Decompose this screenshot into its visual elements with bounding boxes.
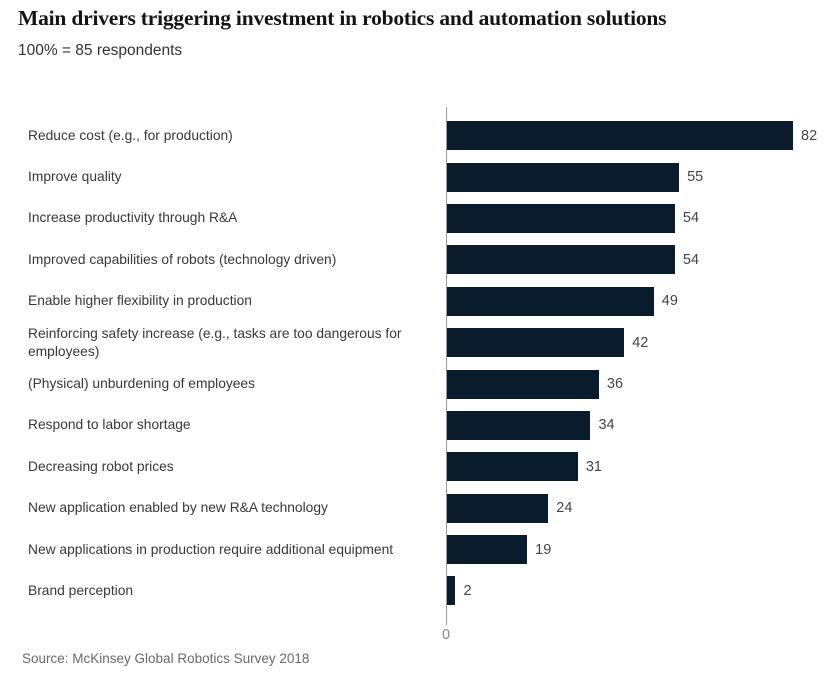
bar-cell: 2 — [446, 576, 828, 606]
bar-cell: 36 — [446, 369, 828, 399]
bar-cell: 24 — [446, 493, 828, 523]
bar — [447, 410, 591, 440]
bar-cell: 31 — [446, 452, 828, 482]
bar — [447, 245, 675, 275]
bar-label: Reduce cost (e.g., for production) — [28, 127, 233, 143]
chart-title: Main drivers triggering investment in ro… — [18, 6, 667, 30]
bar — [447, 369, 599, 399]
bar-value-label: 2 — [463, 582, 472, 599]
bar-value-label: 49 — [661, 293, 678, 310]
bar-value-label: 42 — [632, 334, 649, 351]
chart-row: Improve quality 55 — [0, 156, 828, 197]
bar-label: Improved capabilities of robots (technol… — [28, 251, 337, 267]
bar-cell: 54 — [446, 245, 828, 275]
bar-value-label: 82 — [801, 127, 818, 144]
bar-label: New application enabled by new R&A techn… — [28, 500, 328, 516]
bar-value-label: 24 — [556, 500, 573, 517]
chart-row: Decreasing robot prices 31 — [0, 446, 828, 487]
bar-value-label: 19 — [535, 541, 552, 558]
bar-value-label: 54 — [682, 251, 700, 268]
x-axis-zero-label: 0 — [441, 627, 451, 643]
chart-header: Main drivers triggering investment in ro… — [18, 4, 818, 60]
bar-label: Decreasing robot prices — [28, 458, 174, 474]
chart-row: New application enabled by new R&A techn… — [0, 488, 828, 529]
chart-row: Reinforcing safety increase (e.g., tasks… — [0, 322, 828, 363]
bar-label: Reinforcing safety increase (e.g., tasks… — [28, 325, 402, 359]
bar-chart: Reduce cost (e.g., for production) 82 Impr… — [0, 107, 828, 625]
source-note: Source: McKinsey Global Robotics Survey … — [22, 651, 310, 666]
bar-label: Brand perception — [28, 582, 134, 598]
bar-cell: 49 — [446, 286, 828, 316]
chart-row: Respond to labor shortage 34 — [0, 405, 828, 446]
chart-row: Enable higher flexibility in production 4… — [0, 281, 828, 322]
chart-row: New applications in production require a… — [0, 529, 828, 570]
y-axis-line — [446, 107, 447, 625]
bar-cell: 54 — [446, 203, 828, 233]
bar-label: Improve quality — [28, 169, 122, 185]
bar — [447, 328, 625, 358]
bar — [447, 286, 654, 316]
bar — [447, 162, 680, 192]
bar-cell: 34 — [446, 410, 828, 440]
chart-row: Brand perception 2 — [0, 570, 828, 611]
chart-row: Increase productivity through R&A 54 — [0, 198, 828, 239]
chart-subtitle: 100% = 85 respondents — [18, 42, 183, 59]
bar-value-label: 54 — [682, 210, 700, 227]
bar — [447, 452, 578, 482]
bar — [447, 576, 456, 606]
bar-label: Enable higher flexibility in production — [28, 293, 252, 309]
bar-value-label: 55 — [687, 169, 704, 186]
chart-rows: Reduce cost (e.g., for production) 82 Impr… — [0, 115, 828, 612]
bar — [447, 493, 549, 523]
bar-cell: 55 — [446, 162, 828, 192]
bar-label: Respond to labor shortage — [28, 417, 191, 433]
bar-cell: 19 — [446, 535, 828, 565]
chart-row: (Physical) unburdening of employees 36 — [0, 363, 828, 404]
bar — [447, 203, 675, 233]
chart-row: Reduce cost (e.g., for production) 82 — [0, 115, 828, 156]
chart-row: Improved capabilities of robots (technol… — [0, 239, 828, 280]
bar — [447, 535, 528, 565]
bar-value-label: 31 — [585, 458, 602, 475]
bar-cell: 82 — [446, 121, 828, 151]
bar-value-label: 36 — [606, 376, 624, 393]
bar-label: New applications in production require a… — [28, 541, 394, 557]
bar — [447, 121, 794, 151]
bar-label: Increase productivity through R&A — [28, 210, 238, 226]
bar-value-label: 34 — [598, 417, 615, 434]
bar-label: (Physical) unburdening of employees — [28, 376, 256, 392]
bar-cell: 42 — [446, 328, 828, 358]
